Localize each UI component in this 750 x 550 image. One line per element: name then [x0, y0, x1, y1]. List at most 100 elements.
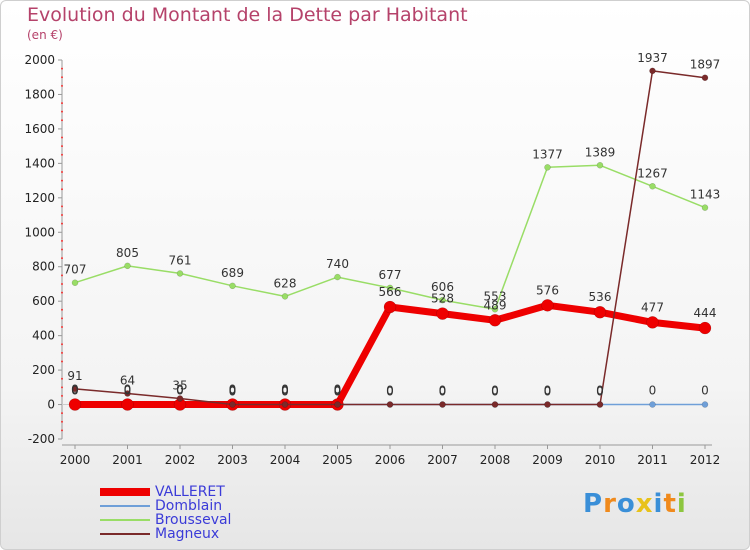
y-minor-tick [61, 257, 63, 260]
data-label-brousseval: 740 [326, 257, 349, 271]
data-label-valleret: 0 [281, 383, 289, 397]
point-magneux [124, 390, 131, 397]
point-magneux [439, 401, 446, 408]
legend-swatch [100, 519, 150, 521]
y-minor-tick [61, 274, 63, 277]
data-label-domblain: 0 [544, 384, 552, 398]
data-label-domblain: 0 [649, 384, 657, 398]
data-label-valleret: 477 [641, 300, 664, 314]
data-label-brousseval: 1389 [585, 145, 616, 159]
data-label-valleret: 0 [124, 383, 132, 397]
data-label-valleret: 0 [229, 383, 237, 397]
point-brousseval [491, 306, 499, 313]
data-label-domblain: 0 [229, 384, 237, 398]
point-brousseval [124, 262, 131, 270]
legend-label: Brousseval [155, 512, 232, 528]
y-minor-tick [61, 76, 63, 79]
data-label-brousseval: 689 [221, 266, 244, 280]
data-label-magneux: 1937 [637, 51, 668, 65]
data-label-domblain: 0 [71, 384, 79, 398]
data-label-domblain: 0 [439, 384, 447, 398]
point-valleret [698, 321, 712, 335]
y-minor-tick [61, 326, 63, 329]
proxiti-logo: Proxiti [583, 489, 687, 519]
y-minor-tick [61, 110, 63, 113]
x-tick-label: 2007 [427, 453, 458, 467]
series-line-magneux [74, 70, 706, 406]
x-tick-label: 2001 [112, 453, 143, 467]
logo-letter: t [663, 489, 677, 519]
y-minor-tick [61, 429, 63, 432]
point-valleret [68, 398, 82, 411]
point-magneux [649, 67, 656, 75]
point-domblain [649, 401, 656, 408]
y-tick-label: 200 [32, 363, 55, 377]
data-label-brousseval: 1143 [690, 188, 721, 202]
data-label-domblain: 0 [491, 384, 499, 398]
y-tick-label: 400 [32, 329, 55, 343]
x-tick-label: 2012 [690, 453, 721, 467]
y-minor-tick [61, 351, 63, 354]
data-label-brousseval: 707 [64, 263, 87, 277]
data-label-valleret: 444 [694, 306, 717, 320]
y-tick-label: 600 [32, 294, 55, 308]
data-label-valleret: 566 [379, 285, 402, 299]
y-minor-tick [61, 205, 63, 208]
data-label-magneux: 0 [544, 385, 552, 399]
point-brousseval [649, 183, 656, 190]
data-label-domblain: 0 [334, 384, 342, 398]
data-label-domblain: 0 [701, 384, 709, 398]
point-domblain [701, 401, 709, 408]
y-minor-tick [61, 214, 63, 217]
data-label-magneux: 0 [386, 385, 394, 399]
point-magneux [71, 385, 79, 393]
x-tick-label: 2003 [217, 453, 248, 467]
point-valleret [436, 307, 449, 320]
y-minor-tick [61, 291, 63, 294]
y-tick-label: 800 [32, 260, 55, 274]
data-label-valleret: 489 [484, 298, 507, 312]
legend-swatch [100, 533, 150, 535]
x-tick-label: 2002 [165, 453, 196, 467]
chart-title: Evolution du Montant de la Dette par Hab… [27, 4, 468, 26]
x-tick-label: 2000 [60, 453, 91, 467]
data-label-magneux: 64 [120, 374, 135, 388]
point-brousseval [544, 164, 551, 171]
point-brousseval [281, 293, 289, 300]
point-brousseval [596, 162, 604, 169]
chart-unit-label: (en €) [27, 28, 63, 42]
data-label-domblain: 0 [124, 384, 132, 398]
y-minor-tick [61, 386, 63, 389]
data-label-magneux: 0 [596, 385, 604, 399]
point-magneux [334, 401, 341, 408]
point-brousseval [701, 204, 709, 211]
point-valleret [383, 300, 397, 314]
logo-letter: i [653, 489, 664, 519]
point-magneux [596, 401, 604, 408]
y-tick-label: 1000 [24, 225, 55, 239]
point-valleret [593, 305, 607, 319]
y-tick-label: 0 [47, 398, 55, 412]
y-tick-label: 1800 [24, 87, 55, 101]
logo-letter: P [583, 489, 604, 519]
y-tick-label: -200 [28, 432, 55, 446]
data-label-brousseval: 606 [431, 280, 454, 294]
y-tick-label: 1400 [24, 156, 55, 170]
logo-letter: x [635, 489, 654, 519]
point-magneux [281, 401, 289, 408]
series-layer [68, 67, 712, 411]
logo-letter: o [616, 489, 636, 519]
legend-swatch [100, 488, 150, 496]
y-minor-tick [61, 394, 63, 397]
data-label-magneux: 1897 [690, 58, 721, 72]
data-label-magneux: 0 [491, 385, 499, 399]
y-minor-tick [61, 67, 63, 70]
x-tick-label: 2006 [375, 453, 406, 467]
point-valleret [488, 314, 502, 327]
data-label-domblain: 0 [386, 384, 394, 398]
y-minor-tick [61, 179, 63, 182]
point-magneux [701, 74, 709, 81]
y-minor-tick [61, 377, 63, 380]
